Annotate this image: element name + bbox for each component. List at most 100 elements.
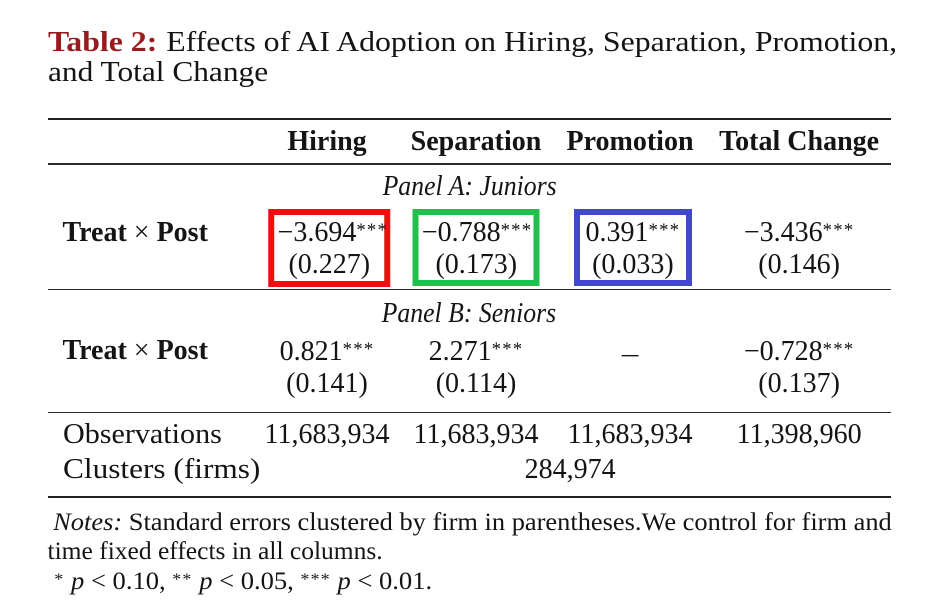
- cell-b-hiring: 0.821*** (0.141): [271, 328, 384, 407]
- se-a-separation: (0.173): [435, 249, 518, 281]
- coef-b-total-change-stars: ***: [822, 338, 855, 360]
- highlight-box-red: −3.694*** (0.227): [268, 208, 391, 287]
- coefficient-line: 2.271***: [429, 336, 524, 369]
- observations-row: Observations 11,683,934 11,683,934 11,68…: [48, 419, 892, 452]
- coef-a-separation-stars: ***: [500, 219, 533, 241]
- panel-b-row-label-pre: Treat: [62, 335, 127, 367]
- coef-a-promotion-stars: ***: [648, 219, 681, 241]
- value-cell: 2.271*** (0.114): [399, 325, 553, 415]
- coefficient-line: −3.436***: [744, 217, 855, 250]
- caption-line-1: Table 2: Effects of AI Adoption on Hirin…: [48, 28, 897, 58]
- sig-3-p: p: [337, 565, 351, 595]
- table-top-rule: [47, 118, 892, 121]
- coef-b-separation-stars: ***: [491, 338, 524, 360]
- caption-text: Effects of AI Adoption on Hiring, Separa…: [165, 27, 897, 58]
- panel-a-bottom-rule: [47, 288, 892, 290]
- row-label-cell: Observations: [48, 419, 256, 452]
- clusters-label: Clusters (firms): [62, 453, 260, 485]
- se-a-promotion: (0.033): [592, 249, 674, 281]
- clusters-row: Clusters (firms) 284,974: [48, 454, 892, 487]
- notes-text-1: Standard errors clustered by firm in par…: [121, 506, 892, 536]
- coef-a-promotion: 0.391: [585, 216, 649, 248]
- notes-label: Notes:: [52, 506, 122, 536]
- highlight-box-blue: 0.391*** (0.033): [573, 208, 692, 287]
- sig-2-p: p: [198, 565, 212, 595]
- row-label-cell: Clusters (firms): [48, 454, 260, 487]
- panel-a-row-label: Treat × Post: [63, 217, 208, 250]
- header-rule: [47, 163, 892, 165]
- coef-a-separation: −0.788: [421, 216, 501, 248]
- sig-1-stars: *: [53, 568, 64, 588]
- sig-3-stars: ***: [299, 568, 331, 588]
- coef-b-total-change: −0.728: [743, 335, 823, 367]
- times-sign: ×: [133, 216, 150, 248]
- panel-b-row-label: Treat × Post: [63, 335, 208, 368]
- value-cell: −3.436*** (0.146): [707, 206, 891, 296]
- value-cell: −: [553, 325, 707, 415]
- coef-b-hiring: 0.821: [279, 335, 343, 367]
- coefficient-line: −0.788***: [422, 217, 531, 250]
- cell-a-total-change: −3.436*** (0.146): [735, 209, 864, 288]
- highlight-box-green: −0.788*** (0.173): [412, 208, 540, 287]
- sig-2-stars: **: [171, 568, 193, 588]
- coef-a-hiring: −3.694: [277, 216, 357, 248]
- coef-a-hiring-stars: ***: [356, 219, 389, 241]
- panel-a-row-label-pre: Treat: [62, 216, 127, 248]
- obs-separation: 11,683,934: [413, 419, 539, 451]
- coef-b-separation: 2.271: [428, 335, 492, 367]
- sig-2-cmp: < 0.05,: [218, 565, 294, 595]
- header-promotion: Promotion: [566, 125, 694, 157]
- se-b-hiring: (0.141): [286, 368, 368, 400]
- panel-b-coef-row: Treat × Post 0.821*** (0.141) 2.271*** (0.…: [48, 325, 892, 415]
- table-header-row: Hiring Separation Promotion Total Change: [48, 126, 892, 159]
- panel-b-label: Panel B: Seniors: [382, 298, 557, 330]
- row-label-cell: Treat × Post: [48, 325, 256, 415]
- coef-a-total-change-stars: ***: [822, 219, 855, 241]
- times-sign: ×: [133, 335, 150, 367]
- table-caption: Table 2: Effects of AI Adoption on Hirin…: [48, 28, 897, 88]
- cell-b-separation: 2.271*** (0.114): [420, 328, 533, 407]
- notes-line-1: Notes: Standard errors clustered by firm…: [48, 507, 939, 537]
- notes-line-2: time fixed effects in all columns.: [47, 536, 383, 566]
- sig-1-cmp: < 0.10,: [90, 565, 166, 595]
- row-label-cell: Treat × Post: [48, 206, 256, 296]
- cell-b-total-change: −0.728*** (0.137): [735, 328, 864, 407]
- obs-hiring: 11,683,934: [264, 419, 390, 451]
- cell-b-promotion: −: [613, 328, 647, 375]
- panel-a-title: Panel A: Juniors: [48, 171, 892, 204]
- obs-promotion: 11,683,934: [567, 419, 693, 451]
- value-cell: 0.821*** (0.141): [255, 325, 399, 415]
- value-cell: −0.728*** (0.137): [707, 325, 891, 415]
- se-a-total-change: (0.146): [758, 249, 840, 281]
- table-bottom-rule: [47, 496, 892, 499]
- panel-b-row-label-post: Post: [156, 335, 208, 367]
- table-number: Table 2:: [47, 27, 157, 58]
- sig-3-cmp: < 0.01.: [356, 565, 432, 595]
- value-cell: −0.788*** (0.173): [399, 206, 553, 296]
- coef-b-hiring-stars: ***: [342, 338, 375, 360]
- panel-a-row-label-post: Post: [156, 216, 208, 248]
- coef-a-total-change: −3.436: [743, 216, 823, 248]
- coefficient-line: −3.694***: [277, 216, 387, 250]
- caption-line-2: and Total Change: [47, 57, 268, 88]
- obs-total-change: 11,398,960: [736, 419, 862, 451]
- coefficient-line: −0.728***: [744, 336, 855, 369]
- coefficient-line: 0.391***: [583, 217, 683, 250]
- coefficient-line: 0.821***: [280, 336, 375, 369]
- header-hiring: Hiring: [287, 125, 367, 157]
- header-total-change: Total Change: [719, 125, 880, 157]
- se-a-hiring: (0.227): [288, 249, 371, 281]
- observations-label: Observations: [62, 419, 222, 451]
- table-notes: Notes: Standard errors clustered by firm…: [48, 507, 908, 596]
- panel-a-coef-row: Treat × Post −3.694*** (0.227) −0.788***(…: [48, 206, 892, 296]
- panel-a-label: Panel A: Juniors: [382, 171, 557, 202]
- coef-b-promotion: −: [619, 341, 641, 373]
- se-b-separation: (0.114): [435, 368, 517, 400]
- clusters-value: 284,974: [524, 453, 616, 485]
- panel-b-bottom-rule: [47, 412, 892, 414]
- header-empty: [48, 126, 256, 159]
- sig-1-p: p: [70, 565, 84, 595]
- se-b-total-change: (0.137): [758, 368, 840, 400]
- panel-b-title: Panel B: Seniors: [48, 298, 892, 331]
